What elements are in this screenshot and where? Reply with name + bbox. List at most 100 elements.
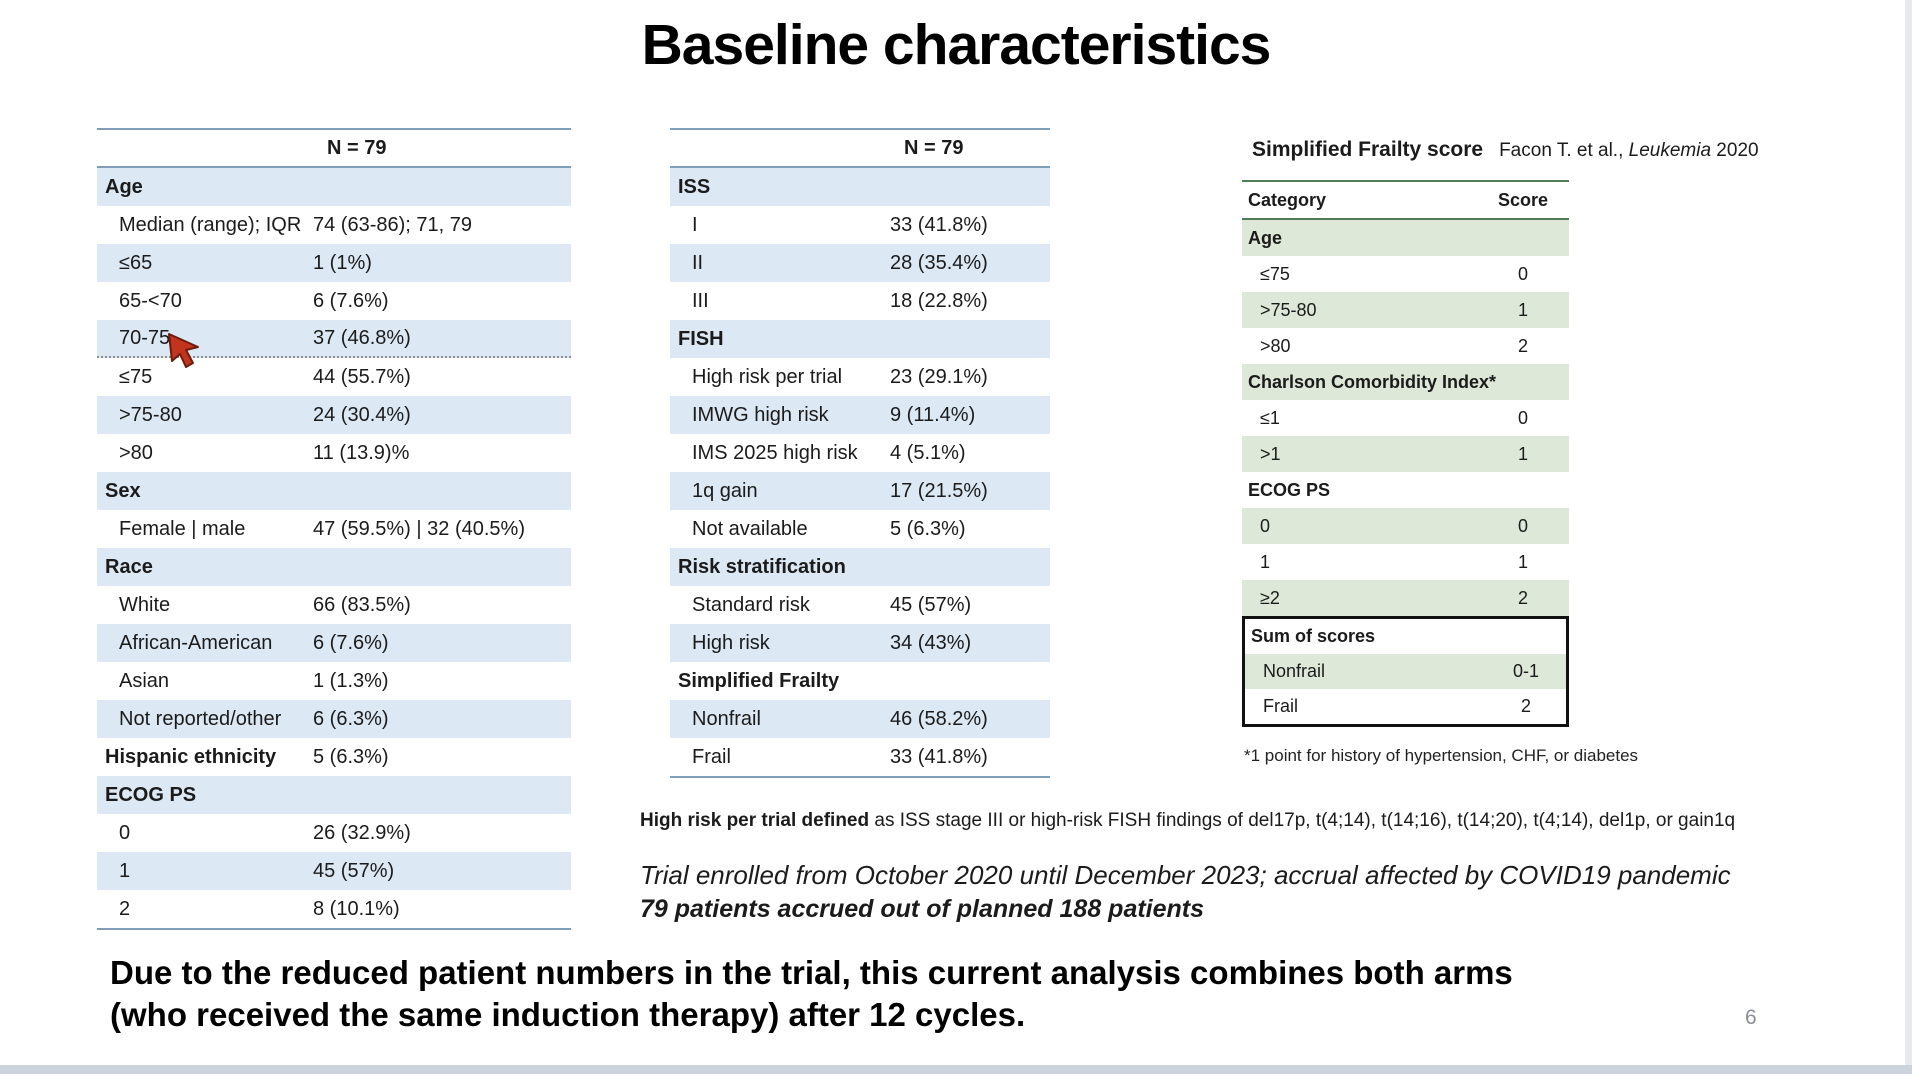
row-label: >80 [1260, 335, 1291, 356]
conclusion-line-2: (who received the same induction therapy… [110, 996, 1026, 1033]
table-row: African-American 6 (7.6%) [97, 624, 571, 662]
table-row: >1 1 [1242, 436, 1569, 472]
row-label: High risk [692, 631, 770, 654]
row-label: Frail [1263, 696, 1298, 716]
table-row: Not reported/other 6 (6.3%) [97, 700, 571, 738]
row-label: 1q gain [692, 479, 758, 502]
table-row: 2 8 (10.1%) [97, 890, 571, 928]
table-row: III 18 (22.8%) [670, 282, 1050, 320]
row-value: 0 [1517, 263, 1528, 284]
table-body: ISS I 33 (41.8%) II 28 (35.4%) III 18 (22.8%) F… [670, 168, 1050, 776]
row-label: Age [1248, 227, 1283, 248]
row-label: Standard risk [692, 593, 810, 616]
row-label: 2 [119, 897, 131, 920]
row-label: Race [105, 555, 153, 578]
high-risk-definition-note: High risk per trial defined as ISS stage… [640, 810, 1735, 832]
table-row: ECOG PS [1242, 472, 1569, 508]
row-label: I [692, 213, 698, 236]
frailty-panel-title-row: Simplified Frailty score Facon T. et al.,… [1252, 138, 1872, 162]
row-label: 70-75 [119, 326, 171, 349]
sum-of-scores-box: Sum of scores Nonfrail 0-1 Frail 2 [1242, 616, 1569, 727]
cursor-pointer-icon [168, 333, 199, 368]
conclusion-line-1: Due to the reduced patient numbers in th… [110, 954, 1513, 991]
table-row: Charlson Comorbidity Index* [1242, 364, 1569, 400]
table-row: IMWG high risk 9 (11.4%) [670, 396, 1050, 434]
page-title: Baseline characteristics [641, 13, 1272, 77]
row-value: 74 (63-86); 71, 79 [313, 213, 472, 236]
conclusion-statement: Due to the reduced patient numbers in th… [110, 952, 1513, 1036]
table-header-row: N = 79 [670, 130, 1050, 168]
row-label: FISH [678, 327, 724, 350]
table-header-row: Category Score [1242, 182, 1569, 220]
row-label: African-American [119, 631, 273, 654]
row-label: Asian [119, 669, 170, 692]
row-value: 17 (21.5%) [890, 479, 988, 502]
row-value: 34 (43%) [890, 631, 972, 654]
score-column-header: Score [1497, 189, 1549, 210]
row-value: 1 (1%) [313, 251, 372, 274]
row-value: 2 [1517, 587, 1528, 608]
frailty-panel-title: Simplified Frailty score [1252, 138, 1484, 161]
table-row: ≤1 0 [1242, 400, 1569, 436]
table-row: FISH [670, 320, 1050, 358]
row-value: 44 (55.7%) [313, 365, 411, 388]
row-value: 33 (41.8%) [890, 213, 988, 236]
table-row: 1q gain 17 (21.5%) [670, 472, 1050, 510]
row-label: Age [105, 175, 143, 198]
table-row: Frail 33 (41.8%) [670, 738, 1050, 776]
row-label: 1 [1260, 551, 1271, 572]
table-row: Race [97, 548, 571, 586]
row-label: Hispanic ethnicity [105, 745, 277, 768]
table-row: Simplified Frailty [670, 662, 1050, 700]
row-label: Risk stratification [678, 555, 846, 578]
accrual-line: 79 patients accrued out of planned 188 p… [640, 895, 1205, 923]
table-row: Risk stratification [670, 548, 1050, 586]
table-row: 65-<70 6 (7.6%) [97, 282, 571, 320]
row-value: 28 (35.4%) [890, 251, 988, 274]
table-row: 0 26 (32.9%) [97, 814, 571, 852]
table-body: Age Median (range); IQR 74 (63-86); 71, 79… [97, 168, 571, 928]
row-label: ≤65 [119, 251, 153, 274]
frailty-footnote: *1 point for history of hypertension, CH… [1244, 746, 1639, 765]
table-header-row: N = 79 [97, 130, 571, 168]
table-row: Nonfrail 46 (58.2%) [670, 700, 1050, 738]
row-label: 0 [119, 821, 131, 844]
table-row: >80 11 (13.9)% [97, 434, 571, 472]
table-row: ISS [670, 168, 1050, 206]
row-label: Not reported/other [119, 707, 282, 730]
row-label: 0 [1260, 515, 1271, 536]
row-value: 0-1 [1512, 661, 1539, 681]
row-label: Frail [692, 745, 731, 768]
disease-characteristics-table: N = 79 ISS I 33 (41.8%) II 28 (35.4%) III 18 (… [670, 128, 1050, 778]
row-value: 66 (83.5%) [313, 593, 411, 616]
row-label: Not available [692, 517, 808, 540]
high-risk-definition-lead: High risk per trial defined [640, 810, 870, 831]
table-row: Not available 5 (6.3%) [670, 510, 1050, 548]
n-count-header: N = 79 [327, 136, 387, 159]
enrollment-note: Trial enrolled from October 2020 until D… [640, 858, 1731, 926]
row-label: Nonfrail [1263, 661, 1326, 681]
row-label: Sex [105, 479, 141, 502]
row-value: 24 (30.4%) [313, 403, 411, 426]
table-row: 1 45 (57%) [97, 852, 571, 890]
citation: Facon T. et al., Leukemia 2020 [1499, 140, 1759, 161]
row-value: 46 (58.2%) [890, 707, 988, 730]
row-label: ≥2 [1260, 587, 1280, 608]
row-value: 5 (6.3%) [890, 517, 966, 540]
table-row: ≤75 0 [1242, 256, 1569, 292]
row-label: Simplified Frailty [678, 669, 840, 692]
table-row: IMS 2025 high risk 4 (5.1%) [670, 434, 1050, 472]
row-label: II [692, 251, 704, 274]
row-label: White [119, 593, 171, 616]
table-row: High risk per trial 23 (29.1%) [670, 358, 1050, 396]
table-row: >80 2 [1242, 328, 1569, 364]
row-label: ECOG PS [105, 783, 197, 806]
row-label: IMWG high risk [692, 403, 829, 426]
citation-year: 2020 [1711, 140, 1759, 161]
table-row: Standard risk 45 (57%) [670, 586, 1050, 624]
table-row: II 28 (35.4%) [670, 244, 1050, 282]
table-row: Hispanic ethnicity 5 (6.3%) [97, 738, 571, 776]
row-value: 45 (57%) [313, 859, 395, 882]
row-value: 33 (41.8%) [890, 745, 988, 768]
